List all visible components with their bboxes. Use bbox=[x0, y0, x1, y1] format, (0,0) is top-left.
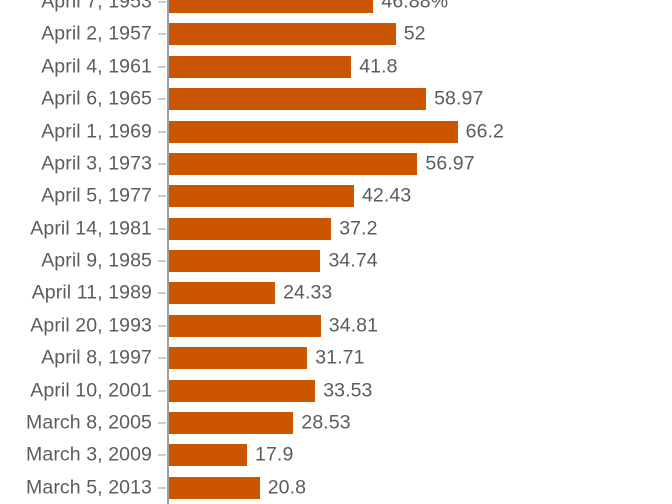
bar[interactable] bbox=[169, 23, 396, 46]
axis-tick-mark bbox=[158, 421, 166, 424]
bar[interactable] bbox=[169, 411, 294, 434]
category-label: March 8, 2005 bbox=[26, 411, 152, 434]
bar-value-label: 37.2 bbox=[339, 217, 378, 240]
category-label: April 2, 1957 bbox=[41, 22, 152, 45]
axis-tick-mark bbox=[158, 324, 166, 327]
bar-value-label: 31.71 bbox=[315, 346, 365, 369]
axis-tick-mark bbox=[158, 98, 166, 101]
category-label: April 8, 1997 bbox=[41, 346, 152, 369]
bar-value-label: 34.74 bbox=[328, 249, 378, 272]
bar-value-label: 46.88% bbox=[381, 0, 449, 13]
category-label: April 4, 1961 bbox=[41, 55, 152, 78]
bar-value-label: 52 bbox=[403, 22, 426, 45]
category-label: April 14, 1981 bbox=[30, 217, 152, 240]
bar-row: April 20, 1993 34.81 bbox=[0, 310, 672, 342]
bar-row: March 8, 2005 28.53 bbox=[0, 407, 672, 439]
bar-row: April 8, 1997 31.71 bbox=[0, 342, 672, 374]
bar-value-label: 24.33 bbox=[283, 281, 333, 304]
bar-value-label: 28.53 bbox=[301, 411, 351, 434]
category-label: March 5, 2013 bbox=[26, 476, 152, 499]
bar[interactable] bbox=[169, 347, 308, 370]
bar-row: April 6, 1965 58.97 bbox=[0, 83, 672, 115]
bar-value-label: 33.53 bbox=[323, 379, 373, 402]
bar-row: April 10, 2001 33.53 bbox=[0, 374, 672, 406]
bar[interactable] bbox=[169, 379, 316, 402]
bar-value-label: 56.97 bbox=[425, 152, 475, 175]
axis-tick-mark bbox=[158, 486, 166, 489]
axis-tick-mark bbox=[158, 389, 166, 392]
bar-row: April 7, 1953 46.88% bbox=[0, 0, 672, 18]
bar-value-label: 42.43 bbox=[361, 184, 412, 207]
category-label: April 10, 2001 bbox=[30, 379, 152, 402]
bar-value-label: 66.2 bbox=[465, 120, 504, 142]
axis-tick-mark bbox=[158, 292, 166, 295]
bar-row: April 1, 1969 66.2 bbox=[0, 115, 672, 147]
category-label: April 9, 1985 bbox=[41, 249, 152, 272]
bar-row: April 4, 1961 41.8 bbox=[0, 51, 672, 83]
bar[interactable] bbox=[169, 0, 374, 13]
bar[interactable] bbox=[169, 314, 321, 337]
category-label: April 11, 1989 bbox=[31, 281, 152, 304]
axis-tick-mark bbox=[158, 227, 166, 230]
bar[interactable] bbox=[169, 476, 260, 499]
axis-tick-mark bbox=[158, 33, 166, 36]
bar-row: April 14, 1981 37.2 bbox=[0, 212, 672, 244]
bar[interactable] bbox=[169, 250, 321, 273]
bar[interactable] bbox=[169, 185, 354, 208]
bar[interactable] bbox=[169, 217, 332, 240]
bar[interactable] bbox=[169, 152, 418, 175]
category-axis-spine bbox=[167, 0, 169, 504]
bar-row: April 2, 1957 52 bbox=[0, 18, 672, 50]
category-label: April 20, 1993 bbox=[30, 314, 152, 337]
bar[interactable] bbox=[169, 88, 427, 111]
bar-row: April 5, 1977 42.43 bbox=[0, 180, 672, 212]
axis-tick-mark bbox=[158, 1, 166, 3]
bar-row: March 3, 2009 17.9 bbox=[0, 439, 672, 471]
bar-row: March 5, 2013 20.8 bbox=[0, 472, 672, 504]
bar-row: April 11, 1989 24.33 bbox=[0, 277, 672, 309]
bar-value-label: 17.9 bbox=[255, 443, 294, 466]
bar[interactable] bbox=[169, 282, 276, 305]
axis-tick-mark bbox=[158, 130, 166, 133]
bar-value-label: 41.8 bbox=[359, 55, 398, 78]
bar-row: April 9, 1985 34.74 bbox=[0, 245, 672, 277]
bar[interactable] bbox=[169, 444, 248, 467]
bar-row: April 3, 1973 56.97 bbox=[0, 148, 672, 180]
bar-value-label: 34.81 bbox=[328, 314, 379, 337]
category-label: April 3, 1973 bbox=[41, 152, 152, 175]
axis-tick-mark bbox=[158, 357, 166, 360]
category-label: April 7, 1953 bbox=[41, 0, 152, 13]
bar-value-label: 20.8 bbox=[267, 476, 307, 499]
axis-tick-mark bbox=[158, 260, 166, 263]
bar[interactable] bbox=[169, 120, 458, 143]
category-label: April 5, 1977 bbox=[41, 184, 152, 207]
axis-tick-mark bbox=[158, 162, 166, 165]
category-label: March 3, 2009 bbox=[26, 443, 152, 466]
category-label: April 6, 1965 bbox=[41, 87, 152, 110]
axis-tick-mark bbox=[158, 65, 166, 68]
axis-tick-mark bbox=[158, 195, 166, 198]
category-label: April 1, 1969 bbox=[41, 120, 152, 142]
axis-tick-mark bbox=[158, 454, 166, 457]
bar-value-label: 58.97 bbox=[434, 87, 484, 110]
bar[interactable] bbox=[169, 55, 352, 78]
